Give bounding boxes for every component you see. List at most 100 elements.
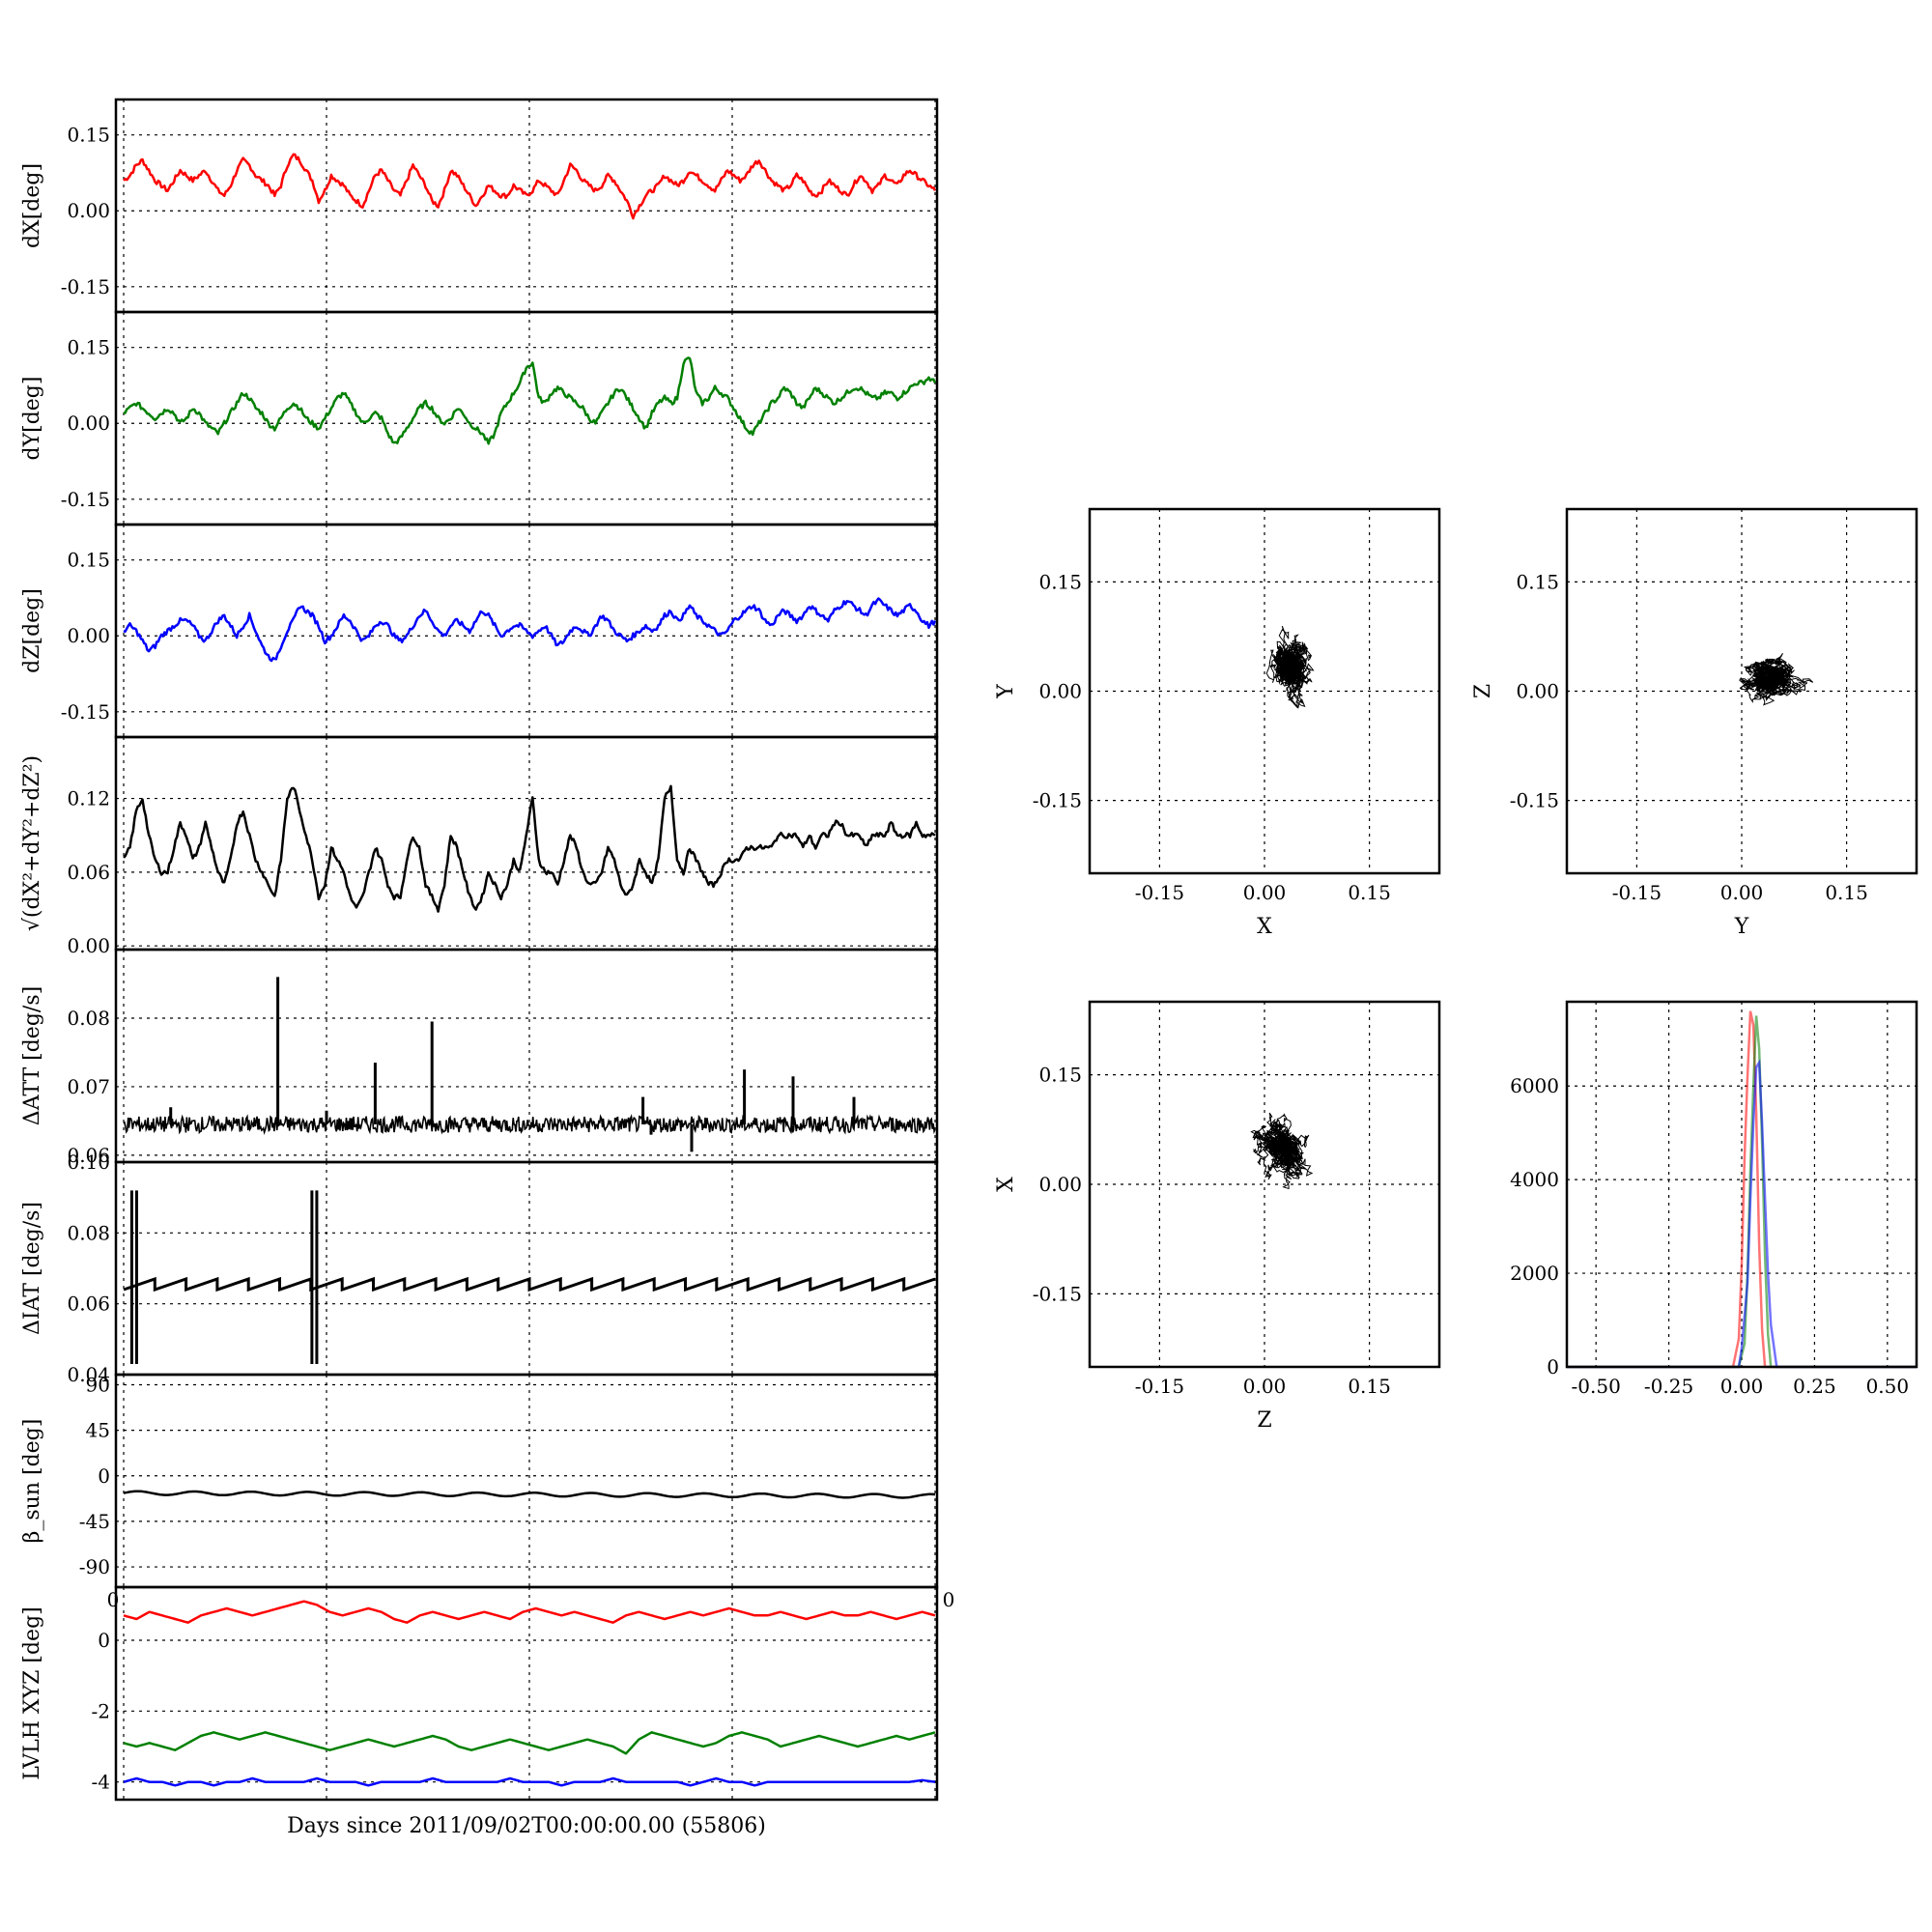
y-tick-label: -0.15: [1033, 789, 1082, 812]
y-tick-label: 0.12: [67, 787, 110, 810]
x-tick-label: 0.00: [1243, 1375, 1287, 1398]
y-tick-label: 0.08: [67, 1007, 110, 1030]
y-tick-label: 0: [98, 1629, 110, 1652]
y-tick-label: 0: [98, 1464, 110, 1488]
panel-frame: [114, 310, 939, 526]
series-LVLH-green: [123, 1731, 936, 1755]
y-tick-label: 0.06: [67, 1293, 110, 1316]
y-tick-label: 2000: [1510, 1262, 1559, 1285]
panel-ZX: 0.15 0.00 -0.15 -0.15 0.00 0.15 Z X: [994, 1000, 1441, 1433]
y-tick-label: -0.15: [1510, 789, 1559, 812]
y-tick-label: -0.15: [61, 700, 110, 724]
y-axis-label: ΔIAT [deg/s]: [20, 1202, 44, 1335]
y-axis-label: √(dX²+dY²+dZ²): [20, 755, 44, 931]
panel-dX: 0.15 0.00 -0.15 dX[deg]: [20, 98, 939, 314]
y-tick-label: 0.15: [1516, 570, 1559, 593]
y-tick-label: -0.15: [61, 275, 110, 298]
y-tick-label: 0.00: [67, 624, 110, 647]
trajectory-ZX: [1250, 1112, 1314, 1190]
y-axis-label: Z: [1471, 684, 1495, 698]
panel-frame: [114, 98, 939, 314]
x-tick-label: -0.15: [1135, 1375, 1184, 1398]
y-tick-label: 0.15: [1038, 570, 1082, 593]
panel-dY: 0.15 0.00 -0.15 dY[deg]: [20, 310, 939, 526]
x-tick-label: -0.15: [1612, 881, 1662, 904]
x-tick-label: 0: [107, 1588, 120, 1611]
y-tick-label: 45: [86, 1419, 110, 1442]
panel-dIAT: 0.10 0.08 0.06 0.04 ΔIAT [deg/s]: [20, 1151, 939, 1386]
y-tick-label: 0.00: [67, 412, 110, 435]
y-tick-label: 4000: [1510, 1168, 1559, 1191]
y-axis-label: ΔATT [deg/s]: [20, 986, 44, 1125]
x-tick-label: 0.25: [1793, 1375, 1836, 1398]
panel-frame: [1088, 1000, 1441, 1369]
y-axis-label: β_sun [deg]: [20, 1419, 44, 1544]
trajectory-YZ: [1739, 653, 1814, 706]
series-dX-red: [123, 153, 937, 220]
y-axis-label: dZ[deg]: [20, 588, 44, 673]
x-tick-label: -0.50: [1572, 1375, 1621, 1398]
panel-XY: 0.15 0.00 -0.15 -0.15 0.00 0.15 X Y: [994, 507, 1441, 939]
series-dY-green: [123, 356, 937, 445]
panel-dATT: 0.08 0.07 0.06 ΔATT [deg/s]: [20, 948, 939, 1167]
y-tick-label: -0.15: [61, 488, 110, 511]
y-axis-label: X: [994, 1177, 1018, 1192]
y-tick-label: -45: [79, 1510, 110, 1533]
panel-frame: [1565, 1000, 1918, 1369]
y-tick-label: -90: [79, 1555, 110, 1578]
series-beta: [123, 1490, 936, 1499]
x-tick-label: 0: [943, 1588, 955, 1611]
x-tick-label: 0.00: [1720, 881, 1764, 904]
series-LVLH-red: [123, 1600, 936, 1624]
y-tick-label: 0.15: [67, 549, 110, 572]
x-tick-label: 0.15: [1348, 881, 1391, 904]
y-tick-label: 90: [86, 1373, 110, 1396]
y-tick-label: 0.15: [1038, 1064, 1082, 1087]
y-tick-label: 0.00: [67, 934, 110, 957]
y-tick-label: -4: [92, 1771, 110, 1794]
y-tick-label: 0.00: [1516, 680, 1559, 703]
y-axis-label: Y: [994, 684, 1018, 699]
y-axis-label: dY[deg]: [20, 377, 44, 461]
x-axis-label: X: [1257, 915, 1272, 939]
series-dATT: [123, 1114, 936, 1136]
x-axis-label: Z: [1257, 1408, 1271, 1433]
trajectory-XY: [1265, 625, 1315, 709]
series-dIAT: [123, 1276, 936, 1293]
y-tick-label: 0.15: [67, 124, 110, 147]
y-tick-label: 0.07: [67, 1075, 110, 1098]
x-tick-label: 0.15: [1348, 1375, 1391, 1398]
y-tick-label: 0.00: [1038, 1173, 1082, 1196]
y-tick-label: 0.06: [67, 861, 110, 884]
panel-frame: [1088, 507, 1441, 875]
y-tick-label: 0.08: [67, 1221, 110, 1244]
side-panels: 0.15 0.00 -0.15 -0.15 0.00 0.15 X Y 0.15 0.00 -0.1…: [994, 507, 1918, 1433]
x-tick-label: -0.15: [1135, 881, 1184, 904]
panel-frame: [1565, 507, 1918, 875]
x-tick-label: 0.00: [1720, 1375, 1764, 1398]
x-axis-label: Y: [1734, 915, 1749, 939]
y-tick-label: 0.04: [67, 1363, 110, 1386]
y-tick-label: 0: [1547, 1355, 1559, 1378]
y-tick-label: -2: [92, 1699, 110, 1722]
series-LVLH-blue: [123, 1776, 936, 1787]
x-tick-label: -0.25: [1644, 1375, 1693, 1398]
y-tick-label: 0.06: [67, 1144, 110, 1167]
panel-YZ: 0.15 0.00 -0.15 -0.15 0.00 0.15 Y Z: [1471, 507, 1918, 939]
panel-hist: 6000 4000 2000 0 -0.50 -0.25 0.00 0.25 0.50: [1510, 1000, 1918, 1398]
series-dXYZ-black: [123, 784, 936, 913]
hist-blue: [1567, 1058, 1917, 1369]
x-tick-label: 0.50: [1866, 1375, 1910, 1398]
time-series-panels: 0.15 0.00 -0.15 dX[deg] 0.15 0.00 -0.15 dY[deg]…: [20, 98, 954, 1802]
y-tick-label: 0.00: [67, 199, 110, 222]
y-axis-label: LVLH XYZ [deg]: [20, 1606, 44, 1780]
panel-beta: 90 45 0 -45 -90 0 0 β_sun [deg]: [20, 1373, 954, 1611]
x-tick-label: 0.00: [1243, 881, 1287, 904]
panel-frame: [114, 1160, 939, 1377]
panel-frame: [114, 1585, 939, 1802]
series-dZ-blue: [123, 597, 937, 663]
panel-dXYZ: 0.12 0.06 0.00 √(dX²+dY²+dZ²): [20, 735, 939, 957]
y-tick-label: -0.15: [1033, 1282, 1082, 1305]
x-axis-label: Days since 2011/09/02T00:00:00.00 (55806…: [287, 1814, 766, 1838]
